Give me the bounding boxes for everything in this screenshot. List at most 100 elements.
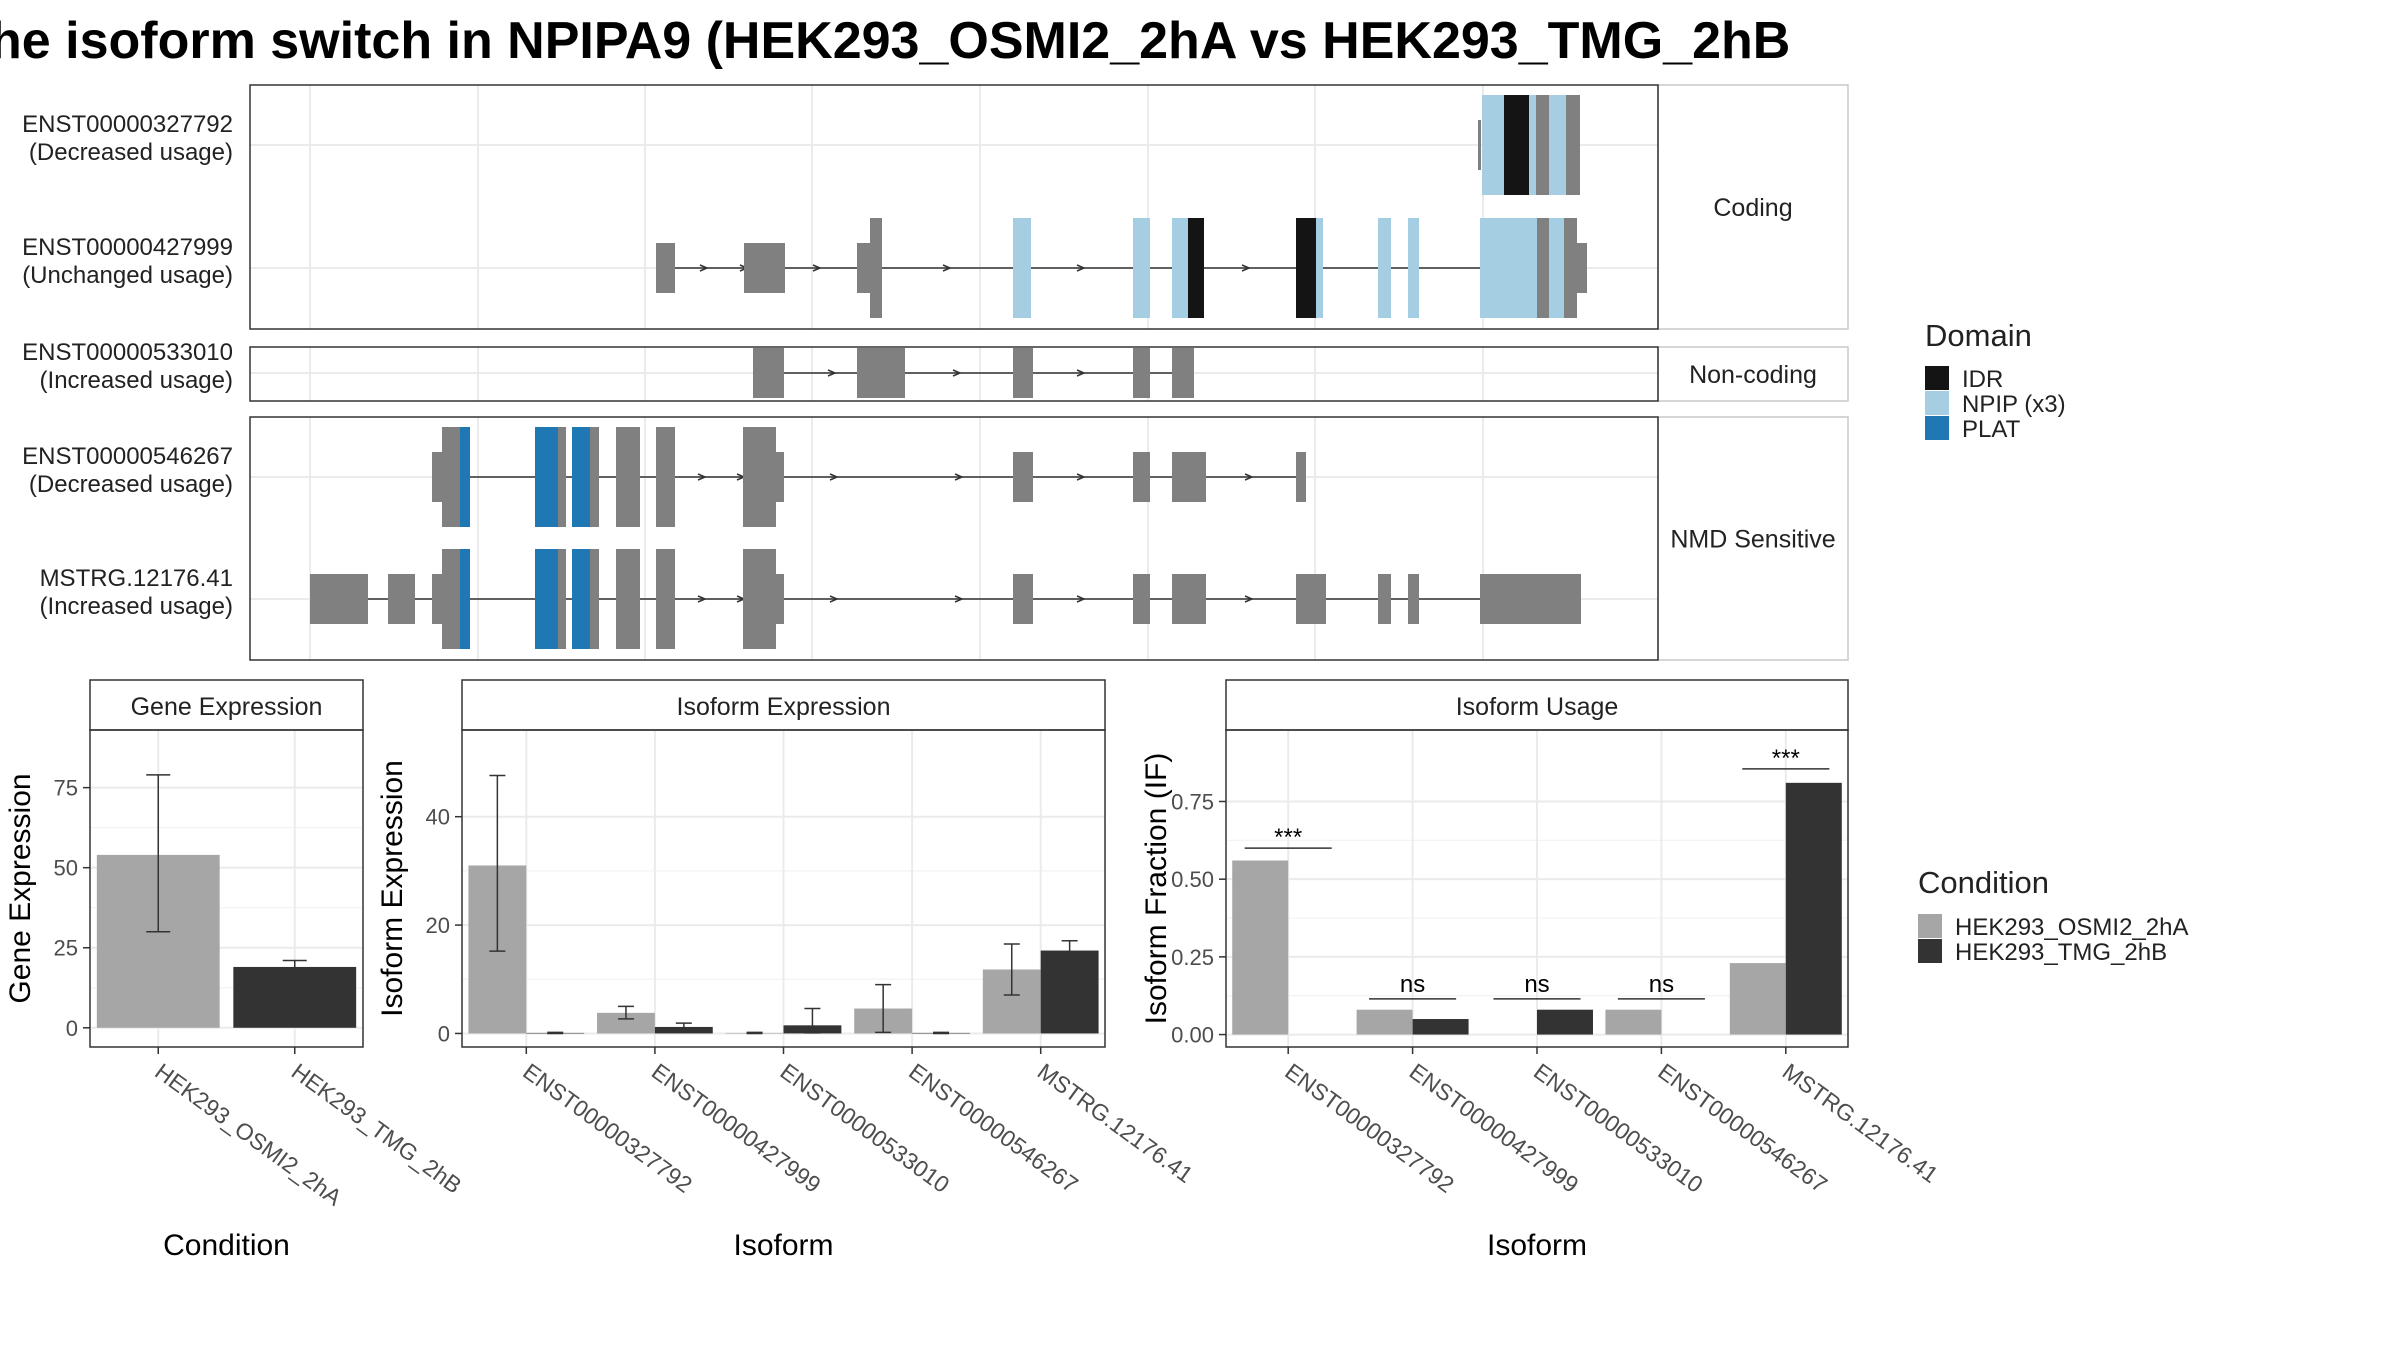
exon — [1378, 218, 1391, 318]
exon — [1296, 452, 1306, 502]
bar-chart-panel: Isoform Expression02040ENST00000327792EN… — [376, 679, 1198, 1262]
facet-strip-label: Coding — [1713, 194, 1792, 222]
exon — [1480, 218, 1537, 318]
intron-arrow — [954, 595, 964, 603]
bar-charts: Gene Expression0255075HEK293_OSMI2_2hAHE… — [4, 679, 1943, 1262]
exon — [776, 574, 784, 624]
chart-title: Isoform Expression — [677, 693, 891, 721]
x-axis-title: Condition — [163, 1229, 290, 1262]
exon — [1172, 218, 1188, 318]
isoform-usage-label: (Unchanged usage) — [22, 262, 233, 289]
bar — [1785, 782, 1842, 1035]
domain-legend-label: NPIP (x3) — [1962, 391, 2066, 418]
exon — [388, 574, 415, 624]
exon — [1549, 218, 1564, 318]
exon — [310, 574, 368, 624]
exon — [1172, 348, 1194, 398]
exon — [590, 427, 599, 527]
bar — [597, 1012, 655, 1034]
y-tick-label: 50 — [54, 856, 78, 881]
chart-title: Gene Expression — [131, 693, 323, 721]
exon — [776, 452, 784, 502]
exon — [743, 549, 776, 649]
intron-arrow — [1244, 473, 1254, 481]
bar — [1232, 860, 1289, 1035]
exon — [1529, 95, 1536, 195]
exon — [442, 549, 460, 649]
exon — [442, 427, 460, 527]
facet-background — [250, 417, 1658, 660]
y-tick-label: 0 — [66, 1016, 78, 1041]
y-tick-label: 0.00 — [1171, 1023, 1214, 1048]
y-axis-title: Gene Expression — [4, 773, 37, 1003]
exon — [1564, 218, 1577, 318]
intron-arrow — [1076, 473, 1086, 481]
isoform-id-label: ENST00000427999 — [22, 234, 233, 261]
exon — [1482, 95, 1504, 195]
y-axis-title: Isoform Expression — [376, 760, 409, 1017]
exon — [1537, 218, 1549, 318]
isoform-id-label: ENST00000327792 — [22, 111, 233, 138]
exon — [1408, 574, 1419, 624]
intron-arrow — [829, 473, 839, 481]
exon — [1378, 574, 1391, 624]
bar — [233, 966, 357, 1028]
facet-strip-label: NMD Sensitive — [1670, 526, 1835, 554]
condition-legend-title: Condition — [1918, 865, 2049, 900]
isoform-id-label: ENST00000533010 — [22, 339, 233, 366]
intron-arrow — [812, 264, 822, 272]
isoform-usage-label: (Increased usage) — [40, 367, 233, 394]
exon — [1566, 95, 1580, 195]
significance-label: ns — [1524, 971, 1549, 998]
exon — [1133, 452, 1150, 502]
structure-facet: Coding ENST00000327792(Decreased usage) EN… — [22, 84, 1849, 330]
significance-label: *** — [1772, 745, 1800, 772]
structure-facet: Non-coding ENST00000533010(Increased usag… — [22, 339, 1849, 402]
exon — [1316, 218, 1323, 318]
significance-label: ns — [1400, 971, 1425, 998]
chart-strip — [1225, 679, 1849, 731]
exon — [432, 452, 442, 502]
exon — [857, 348, 905, 398]
y-tick-label: 40 — [426, 805, 450, 830]
exon — [616, 427, 640, 527]
intron-arrow — [1076, 264, 1086, 272]
exon — [870, 218, 882, 318]
y-tick-label: 0 — [438, 1021, 450, 1046]
bar — [1412, 1019, 1469, 1035]
exon — [1561, 95, 1566, 195]
intron-arrow — [1244, 595, 1254, 603]
domain-legend-label: IDR — [1962, 366, 2003, 393]
y-tick-label: 20 — [426, 913, 450, 938]
figure-title: he isoform switch in NPIPA9 (HEK293_OSMI… — [0, 12, 1790, 70]
exon — [1296, 574, 1326, 624]
exon — [744, 243, 785, 293]
bar — [1537, 1009, 1593, 1035]
domain-legend-swatch — [1925, 391, 1949, 415]
exon — [1172, 574, 1206, 624]
intron-arrow — [952, 369, 962, 377]
chart-title: Isoform Usage — [1456, 693, 1619, 721]
y-tick-label: 0.75 — [1171, 789, 1214, 814]
exon — [1480, 574, 1581, 624]
exon — [1133, 574, 1150, 624]
exon — [656, 427, 675, 527]
exon — [535, 427, 558, 527]
exon — [1133, 348, 1150, 398]
bar — [1605, 1009, 1662, 1035]
condition-legend-swatch — [1918, 939, 1942, 963]
y-tick-label: 75 — [54, 776, 78, 801]
intron-arrow — [699, 264, 709, 272]
exon — [1013, 452, 1033, 502]
facet-border — [249, 416, 1659, 661]
exon — [535, 549, 558, 649]
y-tick-label: 25 — [54, 936, 78, 961]
intron-arrow — [954, 473, 964, 481]
exon — [656, 549, 675, 649]
exon — [616, 549, 640, 649]
bar — [1356, 1009, 1413, 1035]
exon — [1172, 452, 1206, 502]
